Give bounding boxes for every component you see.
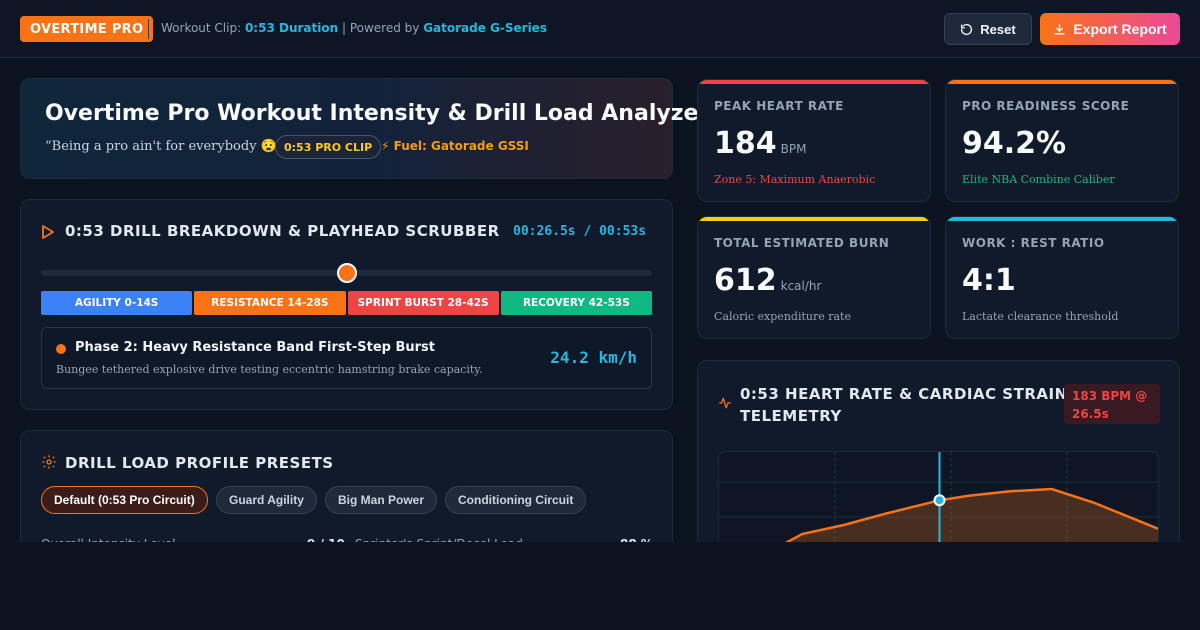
export-label: Export Report (1073, 21, 1167, 37)
drill-presets-card: DRILL LOAD PROFILE PRESETS Default (0:53… (20, 430, 673, 560)
stat-subtext: Zone 5: Maximum Anaerobic (714, 173, 876, 186)
clip-prefix: Workout Clip: (161, 21, 245, 35)
stat-card-work-rest-ratio: WORK : REST RATIO 4:1 Lactate clearance … (945, 216, 1179, 339)
stat-number: 94.2% (962, 126, 1067, 161)
download-icon (1054, 23, 1065, 35)
heart-rate-area (772, 489, 1158, 550)
reset-icon (961, 23, 973, 35)
stat-accent-bar (698, 80, 930, 84)
stat-label: WORK : REST RATIO (962, 236, 1105, 250)
preset-guard-agility-button[interactable]: Guard Agility (216, 486, 317, 514)
stat-number: 612 (714, 263, 777, 298)
heart-rate-title-line2: TELEMETRY (740, 407, 842, 425)
stat-subtext: Lactate clearance threshold (962, 310, 1119, 323)
heart-rate-chart-svg[interactable] (719, 452, 1159, 551)
stat-label: PRO READINESS SCORE (962, 99, 1130, 113)
heart-rate-title-line1: 0:53 HEART RATE & CARDIAC STRAIN (740, 385, 1068, 403)
play-icon (42, 225, 54, 239)
powered-brand: Gatorade G-Series (423, 21, 547, 35)
stat-accent-bar (946, 80, 1178, 84)
export-report-button[interactable]: Export Report (1040, 13, 1180, 45)
hero-card: Overtime Pro Workout Intensity & Drill L… (20, 78, 709, 179)
stat-accent-bar (946, 217, 1178, 221)
presets-title: DRILL LOAD PROFILE PRESETS (65, 454, 334, 472)
phase-segment-2[interactable]: SPRINT BURST 28-42S (347, 291, 499, 315)
time-readout: 00:26.5s / 00:53s (513, 224, 647, 239)
phase-indicator-dot (56, 344, 66, 354)
brand-logo: OVERTIME PRO (20, 16, 154, 42)
stat-accent-bar (698, 217, 930, 221)
playhead-handle[interactable] (336, 263, 357, 283)
page-title: Overtime Pro Workout Intensity & Drill L… (45, 101, 710, 126)
divider (148, 19, 149, 39)
stat-card-total-burn: TOTAL ESTIMATED BURN 612 kcal/hr Caloric … (697, 216, 931, 339)
stat-subtext: Elite NBA Combine Caliber (962, 173, 1115, 186)
powered-prefix: | Powered by (338, 21, 424, 35)
viewport-fold (0, 542, 1200, 630)
active-phase-description: Bungee tethered explosive drive testing … (56, 363, 483, 376)
preset-big-man-power-button[interactable]: Big Man Power (325, 486, 438, 514)
stat-card-pro-readiness: PRO READINESS SCORE 94.2% Elite NBA Comb… (945, 79, 1179, 202)
top-bar: OVERTIME PRO Workout Clip: 0:53 Duration… (0, 0, 1200, 58)
reset-button[interactable]: Reset (944, 13, 1032, 45)
stat-number: 184 (714, 126, 777, 161)
pro-clip-badge: 0:53 PRO CLIP (275, 135, 382, 159)
preset-conditioning-button[interactable]: Conditioning Circuit (445, 486, 587, 514)
preset-default-button[interactable]: Default (0:53 Pro Circuit) (41, 486, 208, 514)
stat-unit: kcal/hr (780, 279, 822, 293)
stat-label: TOTAL ESTIMATED BURN (714, 236, 890, 250)
drill-breakdown-card: 0:53 DRILL BREAKDOWN & PLAYHEAD SCRUBBER… (20, 199, 673, 410)
reset-label: Reset (980, 21, 1016, 37)
stat-value: 94.2% (962, 126, 1066, 161)
heart-rate-title: 0:53 HEART RATE & CARDIAC STRAIN TELEMET… (740, 383, 1068, 427)
heart-rate-telemetry-card: 0:53 HEART RATE & CARDIAC STRAIN TELEMET… (697, 360, 1180, 560)
stat-card-peak-heart-rate: PEAK HEART RATE 184 BPM Zone 5: Maximum A… (697, 79, 931, 202)
badge-line1: 183 BPM @ (1072, 389, 1148, 403)
stat-unit: BPM (780, 142, 807, 156)
clip-info: Workout Clip: 0:53 Duration | Powered by… (161, 21, 547, 35)
hero-quote: “Being a pro ain't for everybody 😧” (45, 139, 284, 154)
phase-speed: 24.2 km/h (550, 348, 637, 367)
stat-value: 184 BPM (714, 126, 806, 161)
stat-number: 4:1 (962, 263, 1016, 298)
stat-subtext: Caloric expenditure rate (714, 310, 851, 323)
phase-segment-1[interactable]: RESISTANCE 14-28S (194, 291, 346, 315)
heart-rate-badge: 183 BPM @ 26.5s (1064, 384, 1160, 424)
gear-icon (42, 455, 56, 469)
phase-segment-3[interactable]: RECOVERY 42-53S (500, 291, 652, 315)
stat-value: 612 kcal/hr (714, 263, 821, 298)
fuel-label: ⚡ Fuel: Gatorade GSSI (381, 139, 529, 153)
active-phase-name: Phase 2: Heavy Resistance Band First-Ste… (75, 340, 436, 355)
heart-rate-chart (718, 451, 1159, 551)
clip-duration: 0:53 Duration (244, 21, 339, 35)
pulse-icon (719, 397, 731, 409)
stat-value: 4:1 (962, 263, 1016, 298)
drill-breakdown-title: 0:53 DRILL BREAKDOWN & PLAYHEAD SCRUBBER (65, 222, 500, 240)
phase-segment-0[interactable]: AGILITY 0-14S (41, 291, 193, 315)
playhead-point (933, 494, 946, 507)
badge-line2: 26.5s (1072, 407, 1109, 421)
active-phase-panel: Phase 2: Heavy Resistance Band First-Ste… (41, 327, 652, 389)
stat-label: PEAK HEART RATE (714, 99, 844, 113)
